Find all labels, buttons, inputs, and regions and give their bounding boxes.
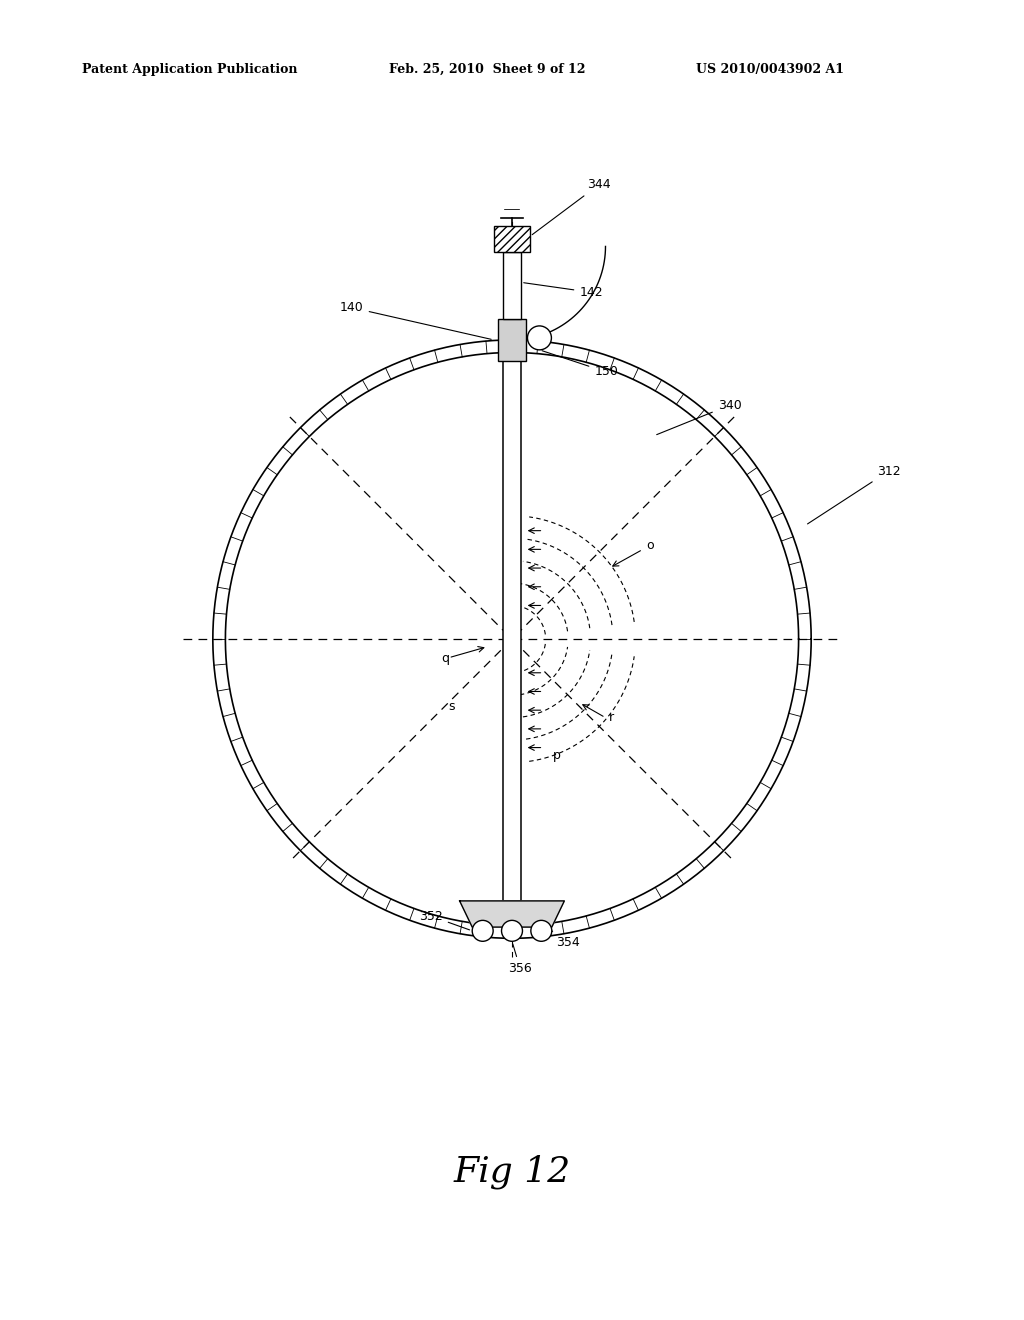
- Text: 150: 150: [542, 351, 618, 379]
- Text: r: r: [609, 711, 614, 725]
- Bar: [503, 347, 521, 902]
- Text: 340: 340: [656, 399, 741, 434]
- Bar: [498, 319, 526, 360]
- Text: p: p: [553, 748, 561, 762]
- Text: Feb. 25, 2010  Sheet 9 of 12: Feb. 25, 2010 Sheet 9 of 12: [389, 62, 586, 75]
- Text: 142: 142: [523, 282, 603, 298]
- Text: 354: 354: [552, 931, 580, 949]
- Text: 140: 140: [340, 301, 492, 339]
- Circle shape: [502, 920, 522, 941]
- Text: US 2010/0043902 A1: US 2010/0043902 A1: [696, 62, 845, 75]
- Text: 356: 356: [508, 944, 532, 975]
- Text: q: q: [441, 652, 449, 664]
- Text: Patent Application Publication: Patent Application Publication: [82, 62, 297, 75]
- Circle shape: [530, 920, 552, 941]
- Text: s: s: [449, 700, 455, 713]
- Text: 312: 312: [808, 465, 901, 524]
- Circle shape: [527, 326, 551, 350]
- Bar: [503, 252, 521, 319]
- Bar: [494, 226, 530, 252]
- Polygon shape: [460, 902, 564, 927]
- Text: Fig 12: Fig 12: [454, 1155, 570, 1189]
- Text: 344: 344: [532, 178, 610, 235]
- Circle shape: [472, 920, 494, 941]
- Text: o: o: [646, 540, 654, 552]
- Text: 352: 352: [419, 909, 470, 929]
